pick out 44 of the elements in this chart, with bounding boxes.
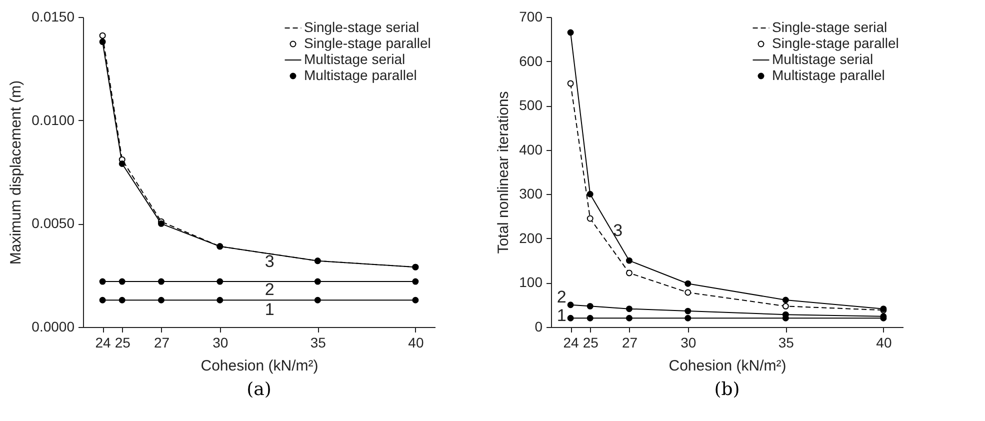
- y-tick-label: 600: [519, 52, 543, 69]
- x-tick-label: 30: [212, 334, 228, 350]
- annotation: 2: [264, 280, 274, 299]
- x-axis-title: Cohesion (kN/m²): [200, 358, 318, 374]
- y-tick-label: 0: [534, 318, 543, 334]
- y-tick-label: 300: [519, 186, 543, 202]
- x-tick-label: 35: [310, 334, 326, 350]
- legend-label: Multistage serial: [304, 51, 406, 67]
- y-tick-label: 100: [519, 274, 543, 290]
- text: (a): [246, 379, 272, 400]
- legend-label: Single-stage serial: [772, 19, 888, 35]
- x-tick-label: 24: [563, 334, 580, 350]
- y-tick-label: 0.0000: [32, 318, 75, 334]
- annotation: 2: [556, 288, 566, 307]
- y-axis-title: Maximum displacement (m): [8, 80, 25, 265]
- x-tick-label: 27: [154, 334, 170, 350]
- y-tick-label: 0.0050: [32, 215, 75, 232]
- legend-label: Single-stage parallel: [772, 35, 899, 51]
- x-tick-label: 25: [114, 334, 131, 350]
- y-tick-label: 200: [519, 230, 543, 246]
- legend-label: Multistage serial: [772, 51, 874, 67]
- y-tick-label: 0.0100: [32, 112, 75, 128]
- x-tick-label: 40: [408, 334, 424, 350]
- annotation: 1: [264, 300, 274, 319]
- y-tick-label: 400: [519, 141, 543, 158]
- annotation: 3: [613, 220, 623, 240]
- x-tick-label: 35: [778, 334, 794, 350]
- legend-label: Single-stage serial: [304, 19, 420, 35]
- legend-label: Multistage parallel: [304, 67, 417, 83]
- y-axis-title: Total nonlinear iterations: [495, 91, 512, 254]
- annotation: 3: [264, 252, 274, 271]
- x-axis-title: Cohesion (kN/m²): [668, 358, 786, 374]
- y-tick-label: 500: [519, 97, 543, 114]
- x-tick-label: 40: [876, 334, 892, 350]
- legend-label: Single-stage parallel: [304, 35, 431, 51]
- text: (b): [714, 379, 740, 400]
- y-tick-label: 700: [519, 8, 543, 24]
- x-tick-label: 25: [582, 334, 599, 350]
- x-tick-label: 27: [622, 334, 638, 350]
- annotation: 1: [556, 306, 566, 326]
- legend-label: Multistage parallel: [772, 67, 885, 83]
- y-tick-label: 0.0150: [32, 8, 75, 24]
- x-tick-label: 30: [680, 334, 696, 350]
- x-tick-label: 24: [95, 334, 112, 350]
